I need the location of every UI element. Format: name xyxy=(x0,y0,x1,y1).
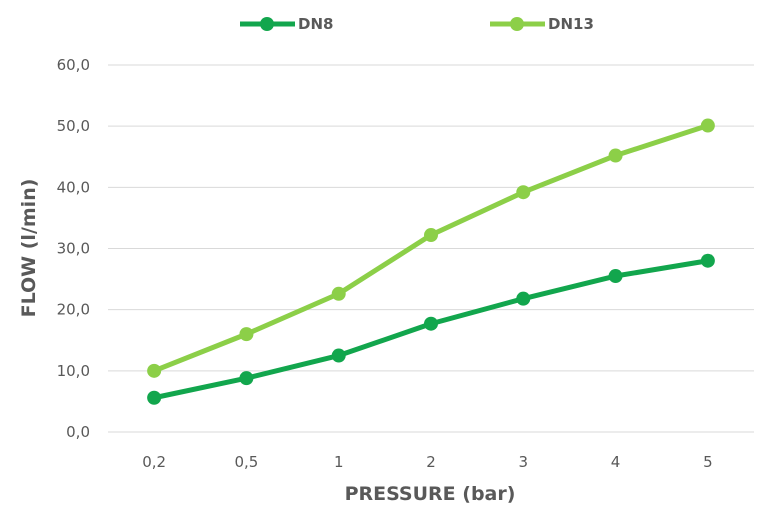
legend-label: DN13 xyxy=(548,15,594,33)
data-point xyxy=(147,390,162,405)
x-tick-label: 2 xyxy=(426,453,436,471)
data-point xyxy=(516,185,531,200)
data-point xyxy=(331,348,346,363)
legend-item: DN13 xyxy=(490,15,594,33)
data-point xyxy=(424,228,438,243)
data-point xyxy=(608,269,623,284)
series-dn8 xyxy=(147,253,715,405)
data-point xyxy=(147,363,162,378)
legend-label: DN8 xyxy=(298,15,333,33)
y-tick-label: 20,0 xyxy=(57,301,90,319)
data-point xyxy=(608,148,623,163)
y-tick-label: 40,0 xyxy=(57,178,90,196)
gridlines xyxy=(108,64,754,433)
x-tick-label: 1 xyxy=(334,453,344,471)
data-point xyxy=(424,316,438,331)
y-tick-label: 30,0 xyxy=(57,240,90,258)
x-axis-ticks: 0,2 0,5 1 2 3 4 5 xyxy=(142,453,712,471)
legend-swatch-marker xyxy=(260,17,274,31)
y-tick-label: 60,0 xyxy=(57,56,90,74)
series-dn13 xyxy=(147,118,715,378)
series-layer xyxy=(147,118,715,405)
x-tick-label: 0,2 xyxy=(142,453,166,471)
legend-swatch-marker xyxy=(510,17,524,31)
data-point xyxy=(331,286,346,301)
x-tick-label: 0,5 xyxy=(234,453,258,471)
x-tick-label: 3 xyxy=(519,453,529,471)
x-axis-title: PRESSURE (bar) xyxy=(345,483,516,505)
data-point xyxy=(700,253,715,268)
x-tick-label: 5 xyxy=(703,453,713,471)
data-point xyxy=(239,327,254,342)
y-tick-label: 0,0 xyxy=(66,423,90,441)
y-tick-label: 10,0 xyxy=(57,362,90,380)
y-axis-ticks: 0,0 10,0 20,0 30,0 40,0 50,0 60,0 xyxy=(57,56,90,441)
y-axis-title: FLOW (l/min) xyxy=(18,179,40,318)
data-point xyxy=(239,371,254,386)
x-tick-label: 4 xyxy=(611,453,621,471)
legend: DN8 DN13 xyxy=(240,15,594,33)
y-tick-label: 50,0 xyxy=(57,117,90,135)
data-point xyxy=(516,291,531,306)
legend-item: DN8 xyxy=(240,15,333,33)
data-point xyxy=(700,118,715,133)
